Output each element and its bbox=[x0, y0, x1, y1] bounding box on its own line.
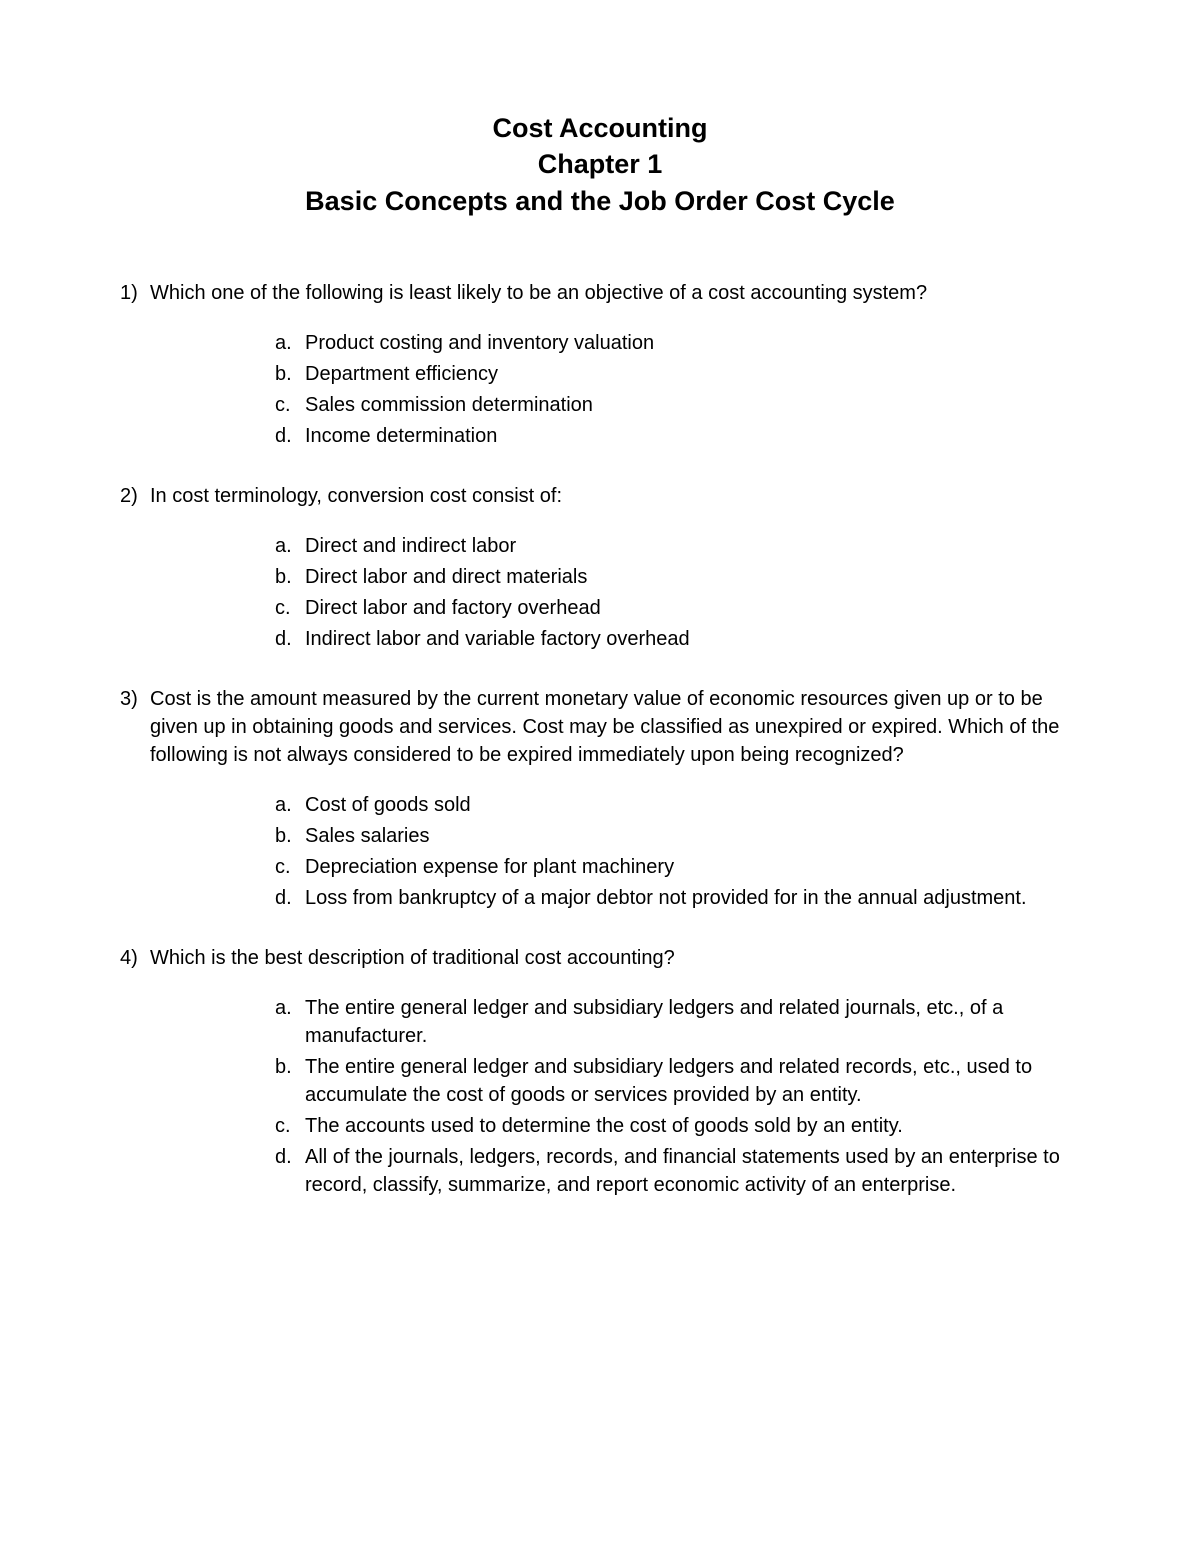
option-letter: d. bbox=[275, 1143, 305, 1171]
title-line-3: Basic Concepts and the Job Order Cost Cy… bbox=[120, 183, 1080, 219]
option-letter: c. bbox=[275, 391, 305, 419]
option-text: Sales commission determination bbox=[305, 391, 1080, 419]
question-text: Which is the best description of traditi… bbox=[150, 944, 1080, 972]
question-text: Cost is the amount measured by the curre… bbox=[150, 685, 1080, 769]
option-row: d.All of the journals, ledgers, records,… bbox=[275, 1143, 1080, 1199]
question: 4)Which is the best description of tradi… bbox=[120, 944, 1080, 1199]
options-list: a.Cost of goods soldb.Sales salariesc.De… bbox=[275, 791, 1080, 912]
option-letter: c. bbox=[275, 853, 305, 881]
option-row: c.Depreciation expense for plant machine… bbox=[275, 853, 1080, 881]
option-row: c.Sales commission determination bbox=[275, 391, 1080, 419]
option-text: The entire general ledger and subsidiary… bbox=[305, 994, 1080, 1050]
option-letter: b. bbox=[275, 563, 305, 591]
option-letter: a. bbox=[275, 791, 305, 819]
option-row: d.Indirect labor and variable factory ov… bbox=[275, 625, 1080, 653]
option-text: Product costing and inventory valuation bbox=[305, 329, 1080, 357]
options-list: a.Product costing and inventory valuatio… bbox=[275, 329, 1080, 450]
option-text: Loss from bankruptcy of a major debtor n… bbox=[305, 884, 1080, 912]
title-line-2: Chapter 1 bbox=[120, 146, 1080, 182]
question-number: 3) bbox=[120, 685, 150, 713]
question-row: 1)Which one of the following is least li… bbox=[120, 279, 1080, 307]
option-letter: a. bbox=[275, 532, 305, 560]
options-list: a.The entire general ledger and subsidia… bbox=[275, 994, 1080, 1199]
title-line-1: Cost Accounting bbox=[120, 110, 1080, 146]
option-row: c.The accounts used to determine the cos… bbox=[275, 1112, 1080, 1140]
question-number: 2) bbox=[120, 482, 150, 510]
option-row: d.Loss from bankruptcy of a major debtor… bbox=[275, 884, 1080, 912]
option-row: b.Department efficiency bbox=[275, 360, 1080, 388]
option-letter: b. bbox=[275, 822, 305, 850]
option-row: b.Direct labor and direct materials bbox=[275, 563, 1080, 591]
option-text: Depreciation expense for plant machinery bbox=[305, 853, 1080, 881]
option-letter: a. bbox=[275, 994, 305, 1022]
option-letter: d. bbox=[275, 422, 305, 450]
option-text: Cost of goods sold bbox=[305, 791, 1080, 819]
option-text: Direct and indirect labor bbox=[305, 532, 1080, 560]
question: 1)Which one of the following is least li… bbox=[120, 279, 1080, 450]
option-letter: a. bbox=[275, 329, 305, 357]
option-row: a.The entire general ledger and subsidia… bbox=[275, 994, 1080, 1050]
question-text: Which one of the following is least like… bbox=[150, 279, 1080, 307]
option-row: a.Direct and indirect labor bbox=[275, 532, 1080, 560]
option-text: Department efficiency bbox=[305, 360, 1080, 388]
question: 3)Cost is the amount measured by the cur… bbox=[120, 685, 1080, 912]
option-text: Direct labor and factory overhead bbox=[305, 594, 1080, 622]
option-letter: c. bbox=[275, 1112, 305, 1140]
question-row: 4)Which is the best description of tradi… bbox=[120, 944, 1080, 972]
option-text: The entire general ledger and subsidiary… bbox=[305, 1053, 1080, 1109]
option-row: c.Direct labor and factory overhead bbox=[275, 594, 1080, 622]
option-letter: d. bbox=[275, 625, 305, 653]
option-text: Sales salaries bbox=[305, 822, 1080, 850]
option-row: b.Sales salaries bbox=[275, 822, 1080, 850]
question-number: 4) bbox=[120, 944, 150, 972]
option-text: The accounts used to determine the cost … bbox=[305, 1112, 1080, 1140]
option-letter: c. bbox=[275, 594, 305, 622]
question-number: 1) bbox=[120, 279, 150, 307]
option-row: d.Income determination bbox=[275, 422, 1080, 450]
question-row: 2)In cost terminology, conversion cost c… bbox=[120, 482, 1080, 510]
option-letter: b. bbox=[275, 1053, 305, 1081]
questions-container: 1)Which one of the following is least li… bbox=[120, 279, 1080, 1199]
option-text: Income determination bbox=[305, 422, 1080, 450]
option-letter: b. bbox=[275, 360, 305, 388]
document-title: Cost Accounting Chapter 1 Basic Concepts… bbox=[120, 110, 1080, 219]
option-row: a.Cost of goods sold bbox=[275, 791, 1080, 819]
option-text: All of the journals, ledgers, records, a… bbox=[305, 1143, 1080, 1199]
option-text: Direct labor and direct materials bbox=[305, 563, 1080, 591]
option-row: a.Product costing and inventory valuatio… bbox=[275, 329, 1080, 357]
option-letter: d. bbox=[275, 884, 305, 912]
option-text: Indirect labor and variable factory over… bbox=[305, 625, 1080, 653]
question-row: 3)Cost is the amount measured by the cur… bbox=[120, 685, 1080, 769]
options-list: a.Direct and indirect laborb.Direct labo… bbox=[275, 532, 1080, 653]
option-row: b.The entire general ledger and subsidia… bbox=[275, 1053, 1080, 1109]
question: 2)In cost terminology, conversion cost c… bbox=[120, 482, 1080, 653]
question-text: In cost terminology, conversion cost con… bbox=[150, 482, 1080, 510]
